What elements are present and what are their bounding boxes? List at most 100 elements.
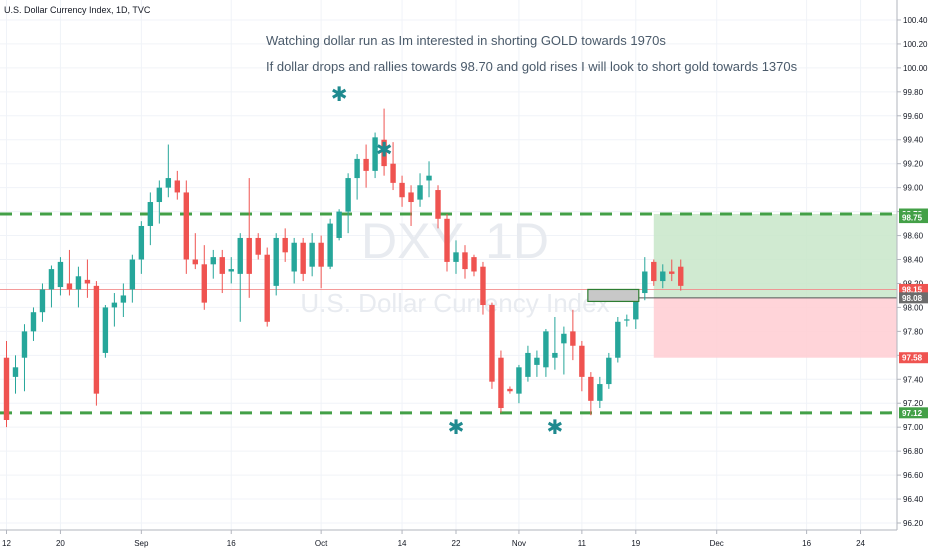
candle-body <box>498 357 504 409</box>
candle-body <box>201 264 207 303</box>
x-tick-label: 19 <box>631 539 640 548</box>
price-badge-label: 98.08 <box>902 294 923 303</box>
y-tick-label: 97.80 <box>903 327 924 336</box>
candle-body <box>534 357 540 365</box>
x-tick-label: 14 <box>398 539 407 548</box>
y-tick-label: 96.20 <box>903 519 924 528</box>
candle-body <box>345 178 351 212</box>
x-tick-label: 11 <box>578 539 587 548</box>
symbol-title: U.S. Dollar Currency Index, 1D, TVC <box>4 5 151 15</box>
candle-body <box>363 158 369 171</box>
loss-zone <box>653 297 897 358</box>
candle-body <box>21 331 28 358</box>
price-badge-label: 98.75 <box>902 214 923 223</box>
star-marker: ✱ <box>448 415 465 439</box>
candle-body <box>669 271 675 274</box>
price-badge <box>899 352 928 364</box>
y-tick-label: 98.00 <box>903 303 924 312</box>
candle-body <box>219 257 225 274</box>
candle-body <box>543 331 549 368</box>
candle-body <box>264 254 270 322</box>
candle-body <box>579 345 585 377</box>
candle-body <box>327 223 333 267</box>
y-tick-label: 98.40 <box>903 256 924 265</box>
candle-body <box>75 276 82 290</box>
candle-body <box>282 237 288 253</box>
candle-body <box>354 158 360 179</box>
candle-body <box>273 237 279 286</box>
y-tick-label: 100.40 <box>903 16 928 25</box>
candle-body <box>444 218 450 262</box>
candle-body <box>480 266 486 306</box>
candle-body <box>516 367 522 394</box>
candle-body <box>489 305 495 382</box>
candle-body <box>210 257 216 265</box>
candle-body <box>507 388 513 392</box>
candle-body <box>3 357 10 420</box>
candle-body <box>39 289 46 313</box>
candle-body <box>552 352 558 358</box>
candle-body <box>453 252 459 262</box>
price-badge-label: 98.15 <box>902 285 923 294</box>
candle-body <box>156 187 163 203</box>
candle-body <box>399 182 405 198</box>
x-tick-label: 24 <box>856 539 865 548</box>
candle-body <box>138 225 145 260</box>
candle-body <box>336 211 342 238</box>
y-tick-label: 97.20 <box>903 399 924 408</box>
candle-body <box>12 367 19 377</box>
candle-body <box>606 357 612 385</box>
star-marker: ✱ <box>547 415 564 439</box>
candle-body <box>642 271 648 294</box>
candle-body <box>372 137 378 171</box>
price-badge <box>899 292 928 304</box>
candle-body <box>660 271 666 282</box>
x-tick-label: 22 <box>452 539 461 548</box>
candle-body <box>633 293 639 320</box>
y-tick-label: 99.40 <box>903 136 924 145</box>
candle-body <box>570 331 576 346</box>
candle-body <box>30 312 37 332</box>
x-tick-label: 20 <box>56 539 65 548</box>
candle-body <box>165 178 172 188</box>
candle-body <box>588 376 594 401</box>
candle-body <box>246 237 252 274</box>
candle-body <box>318 242 324 267</box>
price-badge <box>899 212 928 224</box>
y-tick-label: 96.40 <box>903 495 924 504</box>
y-tick-label: 100.20 <box>903 40 928 49</box>
candle-body <box>237 237 243 274</box>
star-marker: ✱ <box>376 137 393 161</box>
annotation-note-1: Watching dollar run as Im interested in … <box>266 33 666 48</box>
y-tick-label: 96.80 <box>903 447 924 456</box>
candle-body <box>120 295 127 303</box>
candle-body <box>174 180 181 193</box>
y-tick-label: 99.20 <box>903 160 924 169</box>
y-tick-label: 97.40 <box>903 375 924 384</box>
candle-body <box>147 202 154 226</box>
price-badge-label: 97.58 <box>902 354 923 363</box>
y-tick-label: 100.00 <box>903 64 928 73</box>
candle-body <box>93 285 100 394</box>
candle-body <box>615 321 621 358</box>
candle-body <box>417 185 423 200</box>
y-tick-label: 99.00 <box>903 184 924 193</box>
x-tick-label: Sep <box>134 539 149 548</box>
candle-body <box>192 259 198 265</box>
candle-body <box>435 190 441 219</box>
y-tick-label: 96.60 <box>903 471 924 480</box>
candle-body <box>678 266 684 286</box>
candle-body <box>111 302 118 308</box>
price-badge <box>899 283 928 295</box>
candle-body <box>66 283 73 290</box>
candle-body <box>390 163 396 183</box>
annotation-note-2: If dollar drops and rallies towards 98.7… <box>266 59 798 74</box>
candle-body <box>624 319 630 321</box>
x-tick-label: 16 <box>227 539 236 548</box>
candle-body <box>57 261 64 288</box>
y-tick-label: 97.00 <box>903 423 924 432</box>
entry-box <box>587 288 640 303</box>
candle-body <box>255 237 261 255</box>
candle-body <box>408 192 414 203</box>
